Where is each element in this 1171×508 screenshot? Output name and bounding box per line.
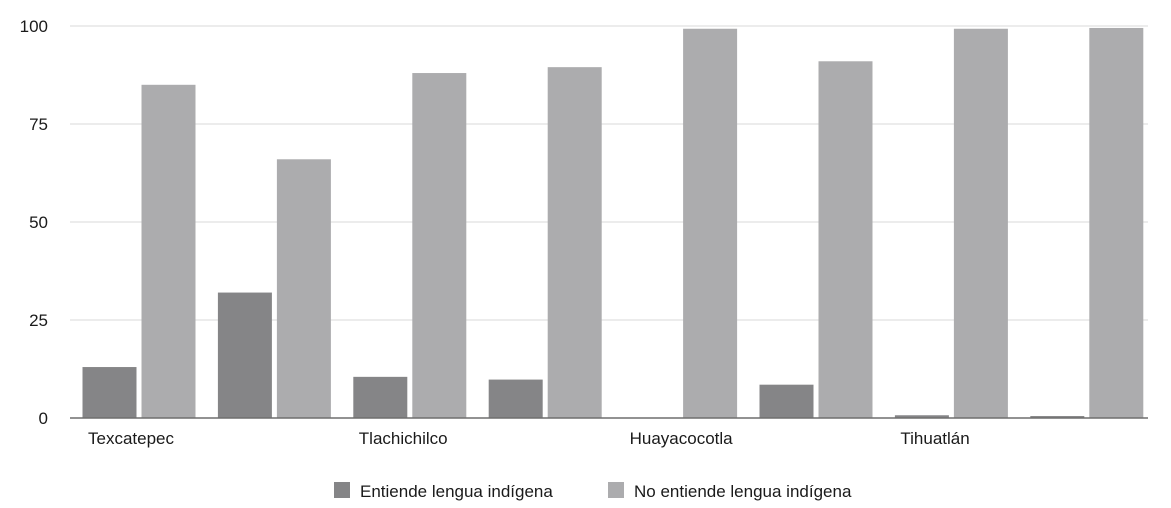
y-tick-label: 25 xyxy=(29,311,48,330)
bars xyxy=(82,27,1144,419)
bar-no-entiende-7 xyxy=(1089,27,1144,419)
bar-no-entiende-6 xyxy=(953,28,1008,419)
bar-entiende-5 xyxy=(759,384,814,418)
y-tick-label: 50 xyxy=(29,213,48,232)
y-axis-ticks: 0 25 50 75 100 xyxy=(20,17,48,428)
bar-no-entiende-4 xyxy=(683,28,738,419)
x-category-label: Texcatepec xyxy=(88,429,174,448)
legend: Entiende lengua indígena No entiende leng… xyxy=(334,482,852,501)
bar-entiende-3 xyxy=(488,379,543,418)
bar-no-entiende-5 xyxy=(818,61,873,418)
x-axis-labels: Texcatepec Tlachichilco Huayacocotla Tihuat… xyxy=(88,429,970,448)
x-category-label: Huayacocotla xyxy=(630,429,734,448)
y-tick-label: 75 xyxy=(29,115,48,134)
x-category-label: Tlachichilco xyxy=(359,429,448,448)
bar-no-entiende-1 xyxy=(276,159,331,418)
bar-entiende-2 xyxy=(353,376,408,418)
y-tick-label: 0 xyxy=(39,409,48,428)
bar-no-entiende-2 xyxy=(412,73,467,418)
bar-entiende-1 xyxy=(217,292,272,418)
legend-swatch-no-entiende xyxy=(608,482,624,498)
y-tick-label: 100 xyxy=(20,17,48,36)
bar-no-entiende-0 xyxy=(141,84,196,419)
legend-label-no-entiende: No entiende lengua indígena xyxy=(634,482,852,501)
x-category-label: Tihuatlán xyxy=(900,429,969,448)
bar-entiende-0 xyxy=(82,367,137,418)
legend-label-entiende: Entiende lengua indígena xyxy=(360,482,553,501)
legend-swatch-entiende xyxy=(334,482,350,498)
bar-entiende-7 xyxy=(1030,416,1085,418)
bar-no-entiende-3 xyxy=(547,67,602,418)
bar-entiende-6 xyxy=(894,415,949,418)
